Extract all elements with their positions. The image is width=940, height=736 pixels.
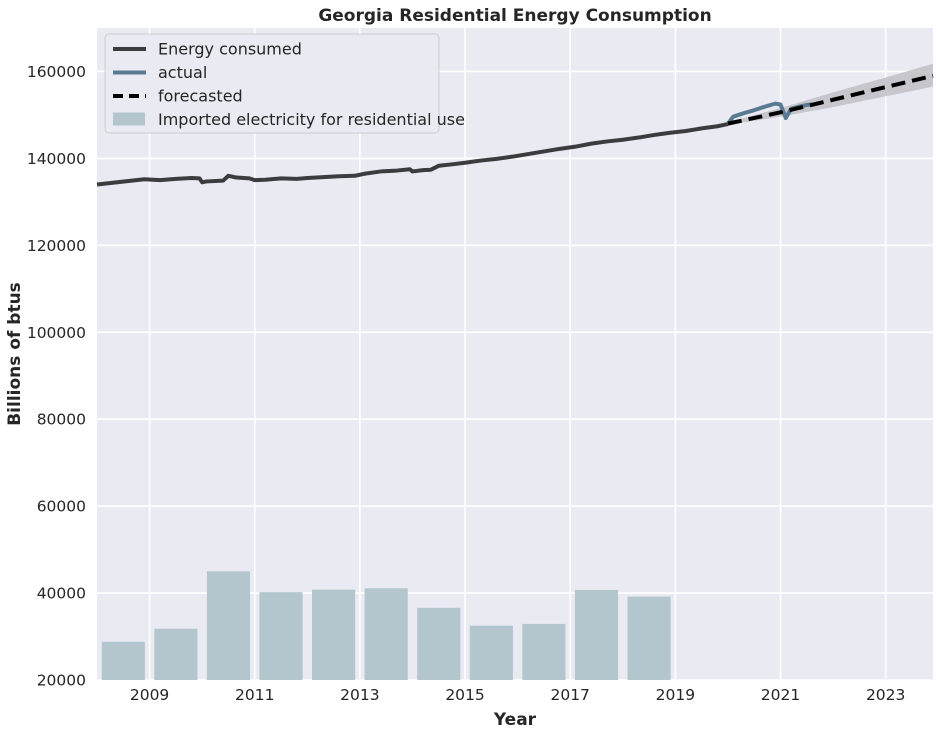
energy-consumed-line [96, 122, 729, 187]
forecast-line [727, 73, 934, 126]
bar [364, 588, 408, 680]
bar [574, 590, 619, 680]
x-tick-label: 2017 [550, 686, 589, 704]
bar [312, 589, 356, 680]
chart-title: Georgia Residential Energy Consumption [318, 6, 711, 26]
y-tick-label: 140000 [27, 150, 86, 168]
legend-label: forecasted [158, 87, 243, 106]
legend: Energy consumed actual forecasted Imported … [104, 33, 465, 134]
legend-label: Imported electricity for residential use [158, 110, 465, 129]
bar [469, 625, 513, 680]
y-tick-label: 40000 [37, 585, 86, 603]
line-series [96, 73, 934, 187]
confidence-band [727, 63, 933, 125]
y-axis-label: Billions of btus [5, 282, 25, 426]
x-tick-label: 2009 [130, 686, 169, 704]
y-tick-label: 20000 [37, 672, 86, 690]
bar [417, 607, 461, 680]
bar-series [101, 571, 671, 680]
legend-box [104, 33, 440, 134]
y-axis-ticks: 20000 40000 60000 80000 100000 120000 140000 16… [27, 63, 86, 690]
bar [206, 571, 251, 680]
legend-label: Energy consumed [158, 40, 302, 59]
y-tick-label: 100000 [27, 324, 86, 342]
bar [522, 623, 566, 680]
x-tick-label: 2013 [340, 686, 379, 704]
x-tick-label: 2011 [235, 686, 274, 704]
bar [101, 641, 145, 680]
x-tick-label: 2023 [866, 686, 905, 704]
bar [627, 596, 671, 680]
y-tick-label: 160000 [27, 63, 86, 81]
legend-label: actual [158, 63, 207, 82]
y-tick-label: 120000 [27, 237, 86, 255]
bar [259, 592, 303, 680]
x-tick-label: 2015 [445, 686, 484, 704]
x-axis-ticks: 2009 2011 2013 2015 2017 2019 2021 2023 [130, 686, 906, 704]
y-tick-label: 80000 [37, 411, 86, 429]
forecast-confidence-band [727, 63, 933, 125]
x-tick-label: 2021 [761, 686, 800, 704]
x-tick-label: 2019 [656, 686, 695, 704]
legend-swatch [113, 112, 145, 126]
x-axis-label: Year [493, 710, 537, 730]
bar [154, 628, 198, 680]
y-tick-label: 60000 [37, 498, 86, 516]
